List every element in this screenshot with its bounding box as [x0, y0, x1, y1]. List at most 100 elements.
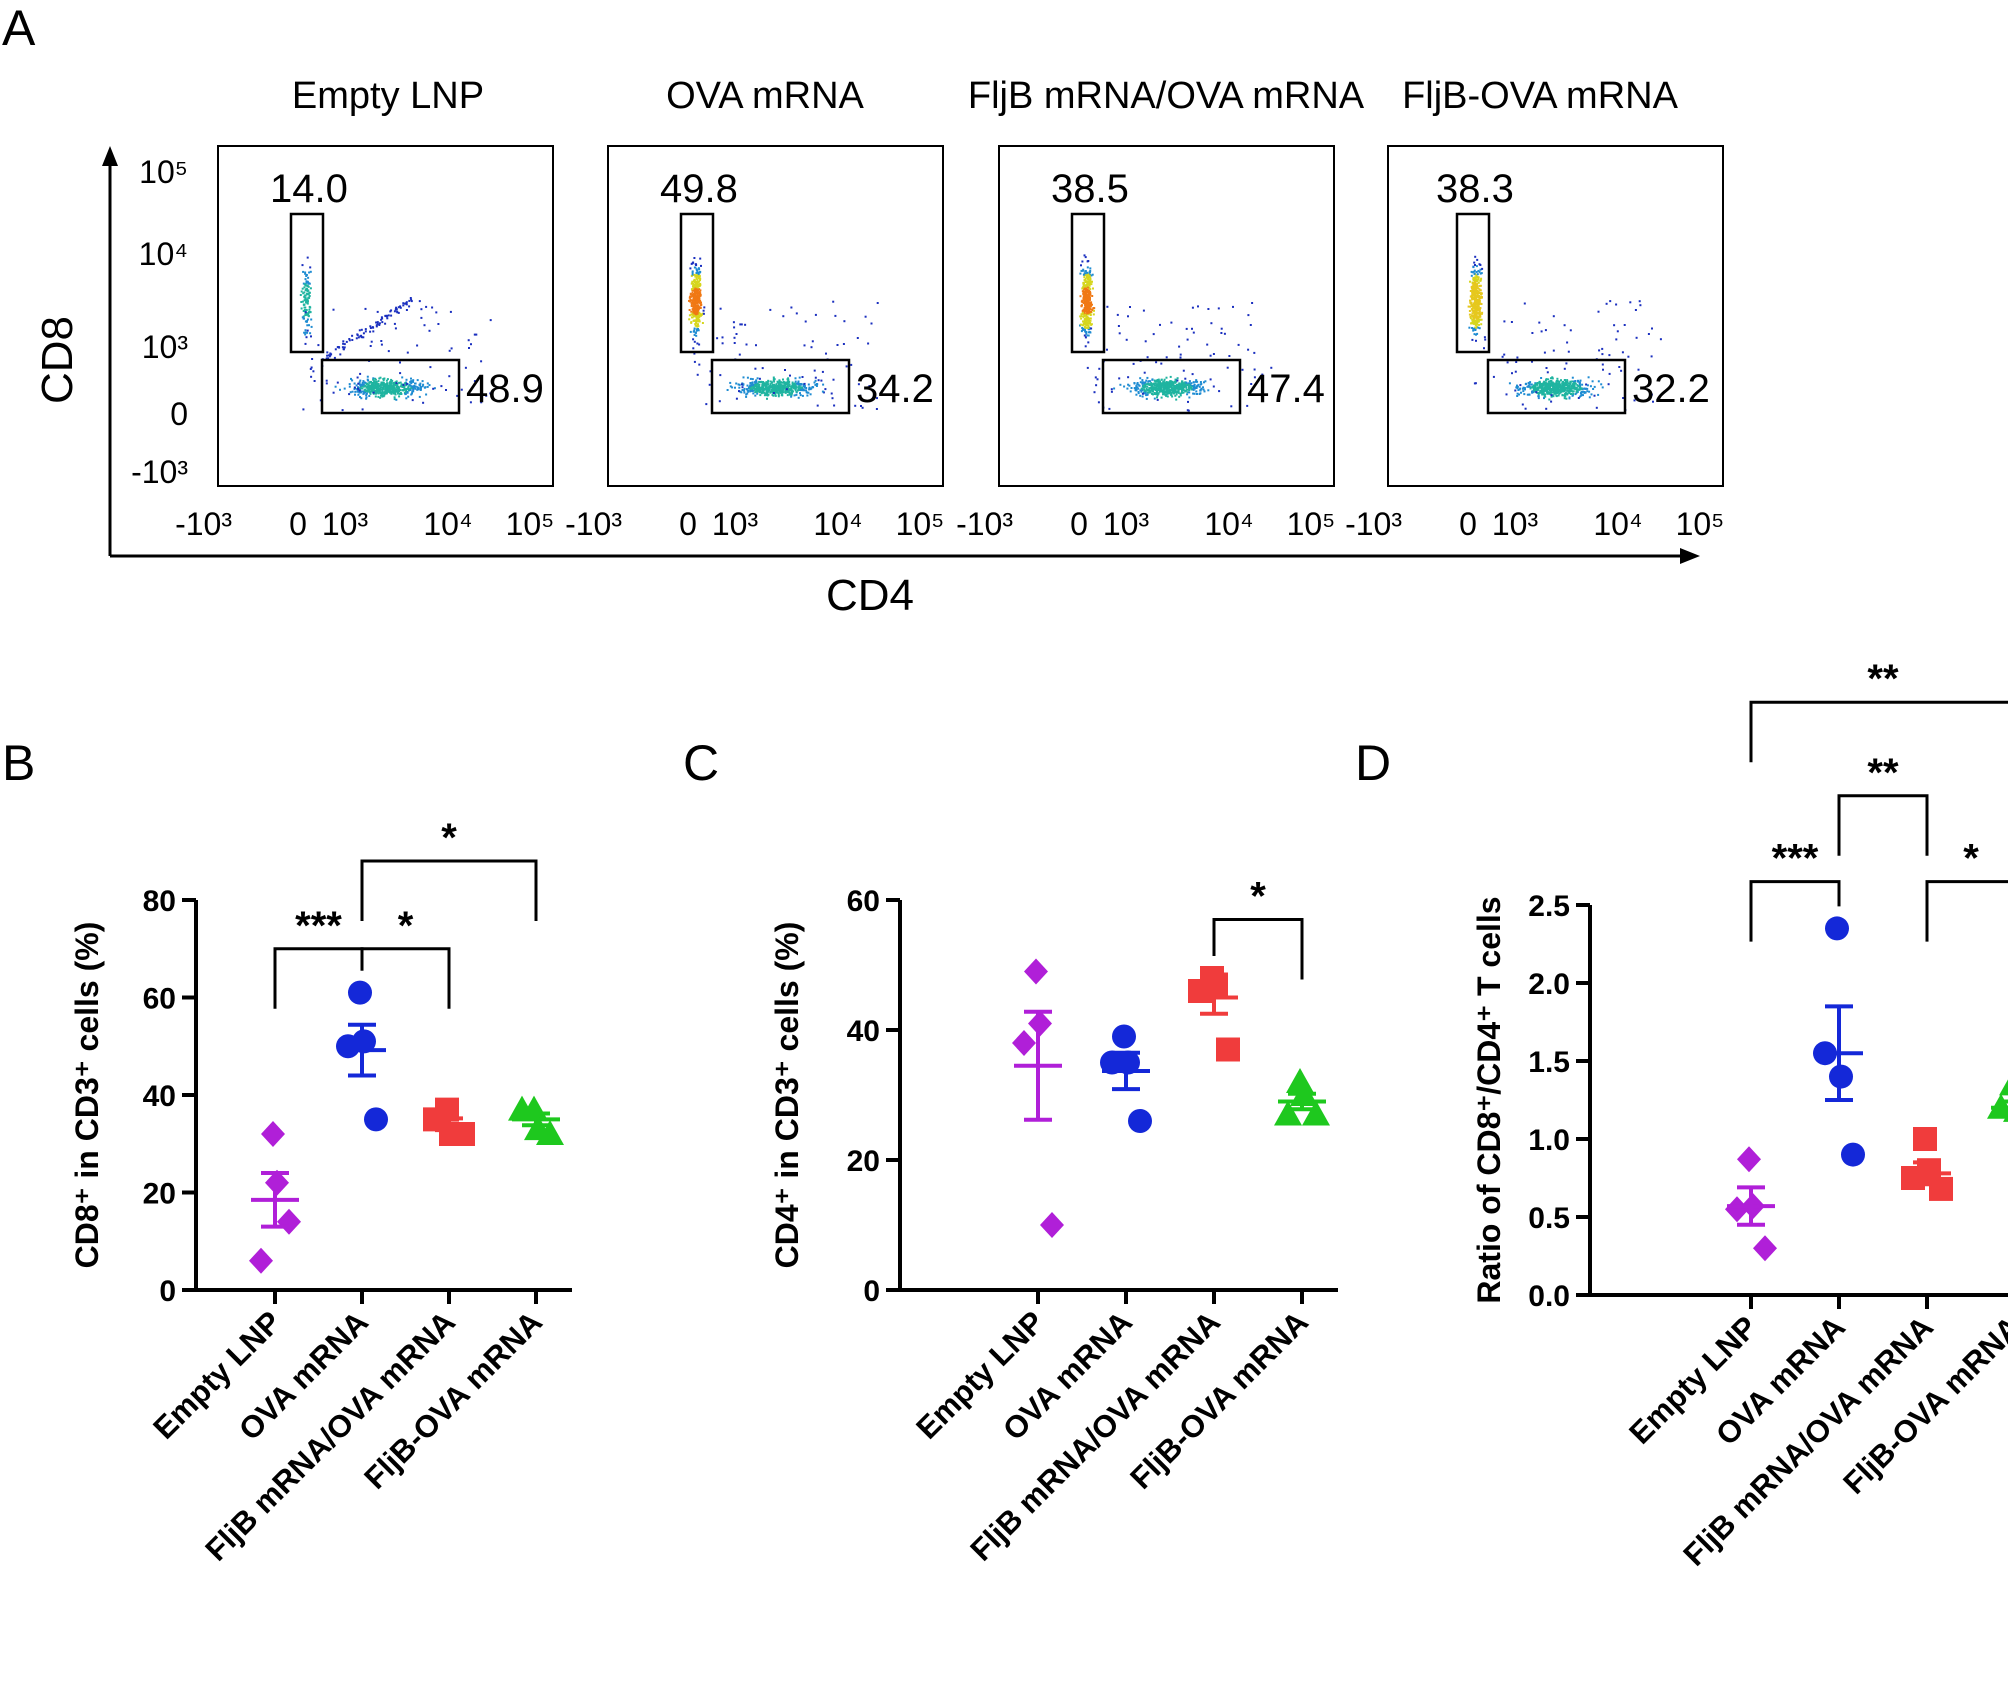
event-dot	[1136, 386, 1139, 389]
event-dot	[405, 301, 408, 304]
event-dot	[772, 388, 775, 391]
event-dot	[1480, 303, 1483, 305]
event-dot	[802, 388, 805, 391]
event-dot	[1467, 305, 1470, 308]
event-dot	[1083, 276, 1086, 279]
event-dot	[1084, 270, 1087, 273]
event-dot	[395, 308, 398, 311]
event-dot	[1508, 382, 1511, 385]
event-dot	[370, 390, 373, 393]
event-dot	[688, 314, 691, 317]
event-dot	[756, 389, 758, 392]
event-dot	[1175, 391, 1178, 394]
event-dot	[690, 313, 693, 316]
event-dot	[1164, 385, 1166, 388]
event-dot	[744, 323, 747, 326]
event-dot	[1155, 380, 1158, 383]
event-dot	[1472, 311, 1475, 314]
event-dot	[799, 386, 802, 389]
event-dot	[380, 388, 383, 391]
event-dot	[1163, 378, 1166, 381]
event-dot	[1567, 350, 1570, 353]
event-dot	[785, 381, 787, 384]
event-dot	[1186, 391, 1189, 394]
event-dot	[1142, 309, 1145, 312]
event-dot	[384, 322, 387, 325]
event-dot	[1563, 388, 1566, 391]
cd8-gate-value: 49.8	[660, 167, 738, 211]
event-dot	[1476, 317, 1479, 319]
event-dot	[301, 316, 304, 319]
event-dot	[1563, 386, 1566, 389]
event-dot	[775, 390, 777, 393]
event-dot	[1086, 318, 1088, 321]
event-dot	[1082, 320, 1084, 323]
significance-label: ***	[1772, 837, 1819, 881]
event-dot	[1156, 398, 1159, 401]
event-dot	[309, 266, 312, 269]
event-dot	[831, 397, 834, 400]
event-dot	[822, 391, 825, 394]
event-dot	[1081, 301, 1084, 304]
event-dot	[1192, 384, 1195, 387]
event-dot	[386, 317, 389, 320]
event-dot	[1093, 309, 1095, 312]
event-dot	[756, 377, 759, 380]
event-dot	[1090, 308, 1093, 311]
event-dot	[1253, 351, 1256, 354]
event-dot	[1200, 382, 1203, 385]
event-dot	[374, 377, 377, 380]
event-dot	[1175, 398, 1178, 401]
event-dot	[1550, 394, 1553, 397]
event-dot	[372, 383, 375, 386]
event-dot	[779, 387, 782, 390]
flow-y-title: CD8	[33, 316, 82, 404]
event-dot	[1476, 303, 1479, 306]
event-dot	[1475, 310, 1478, 313]
event-dot	[695, 310, 698, 313]
event-dot	[1086, 300, 1088, 302]
event-dot	[369, 392, 372, 395]
event-dot	[766, 387, 769, 390]
event-dot	[814, 313, 817, 316]
event-dot	[388, 388, 391, 391]
event-dot	[690, 303, 693, 306]
event-dot	[1471, 327, 1474, 329]
event-dot	[691, 308, 694, 311]
event-dot	[1477, 299, 1480, 302]
event-dot	[697, 280, 700, 283]
event-dot	[325, 382, 328, 385]
event-dot	[304, 314, 307, 317]
event-dot	[1566, 380, 1569, 383]
event-dot	[359, 396, 361, 398]
event-dot	[1169, 382, 1172, 385]
event-dot	[301, 287, 304, 290]
event-dot	[356, 390, 359, 393]
event-dot	[719, 307, 722, 310]
event-dot	[1598, 349, 1601, 352]
event-dot	[692, 302, 695, 305]
event-dot	[424, 386, 427, 389]
event-dot	[1530, 386, 1533, 389]
event-dot	[1543, 388, 1546, 391]
event-dot	[381, 381, 384, 384]
event-dot	[1563, 324, 1566, 327]
cd4-gate-value: 34.2	[856, 367, 934, 411]
event-dot	[376, 390, 378, 393]
event-dot	[692, 293, 695, 296]
event-dot	[1545, 390, 1548, 393]
event-dot	[1171, 382, 1174, 384]
event-dot	[302, 310, 305, 312]
event-dot	[1536, 382, 1539, 384]
event-dot	[795, 382, 798, 385]
event-dot	[1623, 324, 1626, 326]
flow-plot: OVA mRNA 49.8 34.2 -10³ 0 10³ 10⁴ 10⁵	[565, 75, 944, 542]
event-dot	[1094, 376, 1097, 379]
event-dot	[370, 340, 373, 343]
event-dot	[1084, 320, 1087, 323]
event-dot	[1218, 390, 1221, 393]
data-point	[364, 1107, 388, 1132]
series-fljb_ova_fusion	[1987, 1079, 2008, 1122]
event-dot	[425, 305, 428, 308]
event-dot	[1142, 386, 1145, 389]
